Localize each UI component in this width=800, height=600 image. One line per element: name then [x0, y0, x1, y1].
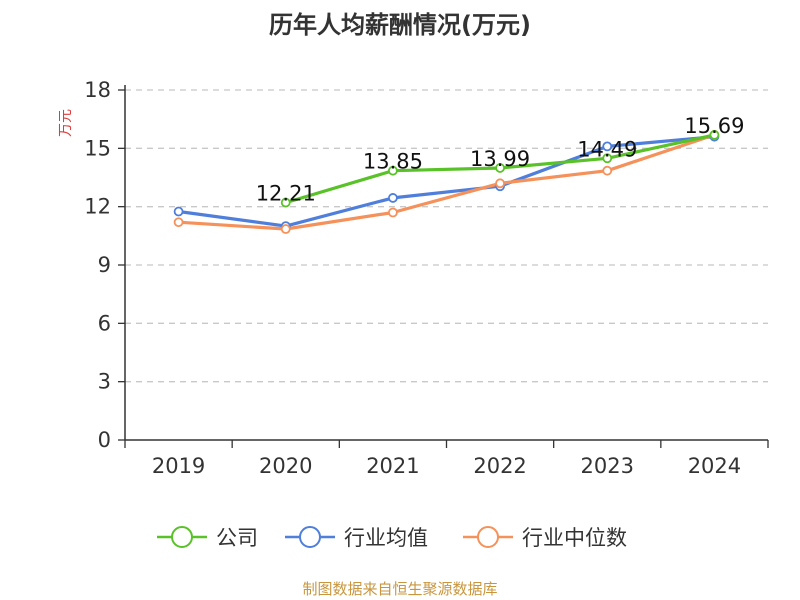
data-point	[602, 141, 613, 152]
source-note: 制图数据来自恒生聚源数据库	[302, 580, 497, 598]
data-label: 13.85	[363, 150, 423, 174]
legend-item[interactable]: 公司	[157, 526, 258, 550]
y-tick-label: 12	[84, 195, 111, 219]
x-tick-label: 2024	[688, 454, 741, 478]
data-point	[495, 178, 505, 189]
data-point	[280, 224, 291, 234]
data-point	[173, 217, 184, 228]
data-point	[173, 206, 184, 217]
y-tick-label: 9	[98, 253, 111, 277]
y-tick-label: 3	[98, 370, 111, 394]
data-label: 15.69	[684, 114, 744, 138]
legend-item[interactable]: 行业均值	[285, 526, 428, 550]
data-point	[602, 153, 613, 164]
legend-label: 行业中位数	[522, 526, 627, 550]
y-axis-label: 万元	[58, 109, 74, 137]
y-tick-label: 15	[84, 136, 111, 160]
y-tick-label: 6	[98, 311, 111, 335]
data-label: 14.49	[577, 137, 637, 161]
legend-marker	[171, 526, 193, 548]
y-tick-label: 18	[84, 78, 111, 102]
chart-title: 历年人均薪酬情况(万元)	[269, 11, 531, 39]
series-lines	[173, 130, 720, 234]
data-point	[602, 165, 613, 176]
x-tick-label: 2022	[473, 454, 526, 478]
x-tick-labels: 2019 2020 2021 2022 2023 2024	[152, 454, 741, 478]
series-line-1	[178, 135, 715, 228]
legend-label: 公司	[216, 526, 258, 550]
x-tick-label: 2019	[152, 454, 205, 478]
data-labels: 12.21 13.85 13.99 14.49 15.69	[256, 114, 745, 206]
data-point	[388, 165, 398, 176]
data-point	[280, 197, 291, 208]
axes	[118, 85, 769, 448]
legend-marker	[299, 526, 321, 548]
y-tick-label: 0	[98, 428, 111, 452]
legend: 公司 行业均值 行业中位数	[157, 526, 627, 550]
x-tick-label: 2021	[366, 454, 419, 478]
data-label: 13.99	[470, 147, 530, 171]
data-label: 12.21	[256, 182, 316, 206]
data-point	[495, 163, 505, 173]
gridlines	[125, 89, 768, 383]
data-point	[388, 193, 398, 203]
legend-item[interactable]: 行业中位数	[463, 526, 627, 550]
x-tick-label: 2020	[259, 454, 312, 478]
data-point	[388, 207, 398, 218]
legend-label: 行业均值	[344, 526, 428, 550]
data-point	[709, 130, 720, 140]
legend-marker	[477, 526, 499, 548]
series-line-2	[178, 133, 715, 231]
y-tick-labels: 0 3 6 9 12 15 18	[84, 78, 111, 452]
x-tick-label: 2023	[581, 454, 634, 478]
